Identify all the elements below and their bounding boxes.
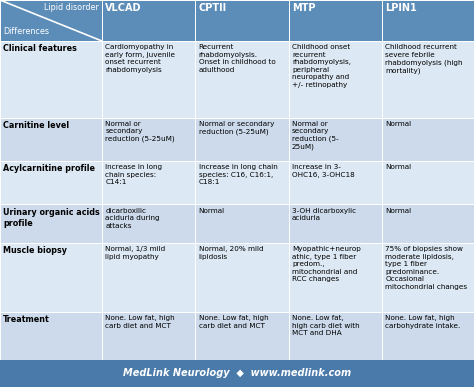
Text: Recurrent
rhabdomyolysis.
Onset in childhood to
adulthood: Recurrent rhabdomyolysis. Onset in child… [199, 44, 275, 73]
Text: dicarboxilic
aciduria during
attacks: dicarboxilic aciduria during attacks [105, 207, 160, 229]
Bar [382, 118, 474, 161]
Bar [102, 118, 195, 161]
Text: Cardiomyopathy in
early form, juvenile
onset recurrent
rhabdomyolysis: Cardiomyopathy in early form, juvenile o… [105, 44, 175, 73]
Bar [0, 312, 102, 360]
Bar [289, 41, 382, 118]
Text: Normal: Normal [385, 164, 411, 170]
Text: 75% of biopsies show
moderate lipidosis,
type 1 fiber
predominance.
Occasional
m: 75% of biopsies show moderate lipidosis,… [385, 246, 467, 290]
Bar [195, 118, 289, 161]
Text: Lipid disorder: Lipid disorder [44, 3, 99, 12]
Text: Normal: Normal [199, 207, 225, 214]
Text: None. Low fat, high
carb diet and MCT: None. Low fat, high carb diet and MCT [105, 315, 175, 329]
Text: Myopathic+neurop
athic, type 1 fiber
predom.,
mitochondrial and
RCC changes: Myopathic+neurop athic, type 1 fiber pre… [292, 246, 361, 282]
Text: Increase in 3-
OHC16, 3-OHC18: Increase in 3- OHC16, 3-OHC18 [292, 164, 355, 178]
Text: Normal or
secondary
reduction (5-25uM): Normal or secondary reduction (5-25uM) [105, 121, 175, 142]
Text: Childhood recurrent
severe febrile
rhabdomyolysis (high
mortality): Childhood recurrent severe febrile rhabd… [385, 44, 463, 74]
Bar [195, 161, 289, 204]
Bar [102, 243, 195, 312]
Text: VLCAD: VLCAD [105, 3, 142, 13]
Bar [102, 204, 195, 243]
Text: None. Low fat,
high carb diet with
MCT and DHA: None. Low fat, high carb diet with MCT a… [292, 315, 360, 336]
Bar [382, 161, 474, 204]
Bar [195, 243, 289, 312]
Bar [102, 161, 195, 204]
Text: None. Low fat, high
carbohydrate intake.: None. Low fat, high carbohydrate intake. [385, 315, 461, 329]
Bar [289, 204, 382, 243]
Text: Increase in long
chain species:
C14:1: Increase in long chain species: C14:1 [105, 164, 163, 185]
Text: Normal or secondary
reduction (5-25uM): Normal or secondary reduction (5-25uM) [199, 121, 274, 135]
Bar [195, 312, 289, 360]
Text: Differences: Differences [3, 27, 49, 36]
Bar [0, 243, 102, 312]
Bar [0, 118, 102, 161]
Bar [102, 312, 195, 360]
Bar [102, 41, 195, 118]
Bar [195, 0, 289, 41]
Bar [382, 41, 474, 118]
Bar [0, 41, 102, 118]
Text: 3-OH dicarboxylic
aciduria: 3-OH dicarboxylic aciduria [292, 207, 356, 221]
Text: Normal: Normal [385, 121, 411, 127]
Bar [382, 0, 474, 41]
Bar [289, 118, 382, 161]
Bar [0, 161, 102, 204]
Bar [289, 312, 382, 360]
Text: Normal, 20% mild
lipidosis: Normal, 20% mild lipidosis [199, 246, 263, 260]
Bar [195, 41, 289, 118]
Bar [289, 0, 382, 41]
Text: Normal, 1/3 mild
lipid myopathy: Normal, 1/3 mild lipid myopathy [105, 246, 165, 260]
Text: Acylcarnitine profile: Acylcarnitine profile [3, 164, 95, 173]
Bar [289, 161, 382, 204]
Text: Urinary organic acids
profile: Urinary organic acids profile [3, 207, 100, 228]
Text: Carnitine level: Carnitine level [3, 121, 70, 130]
Bar [289, 243, 382, 312]
Text: Clinical features: Clinical features [3, 44, 77, 53]
Text: None. Low fat, high
carb diet and MCT: None. Low fat, high carb diet and MCT [199, 315, 268, 329]
Bar [382, 204, 474, 243]
Text: Normal or
secondary
reduction (5-
25uM): Normal or secondary reduction (5- 25uM) [292, 121, 339, 151]
Bar [382, 312, 474, 360]
Bar [102, 0, 195, 41]
Bar [0, 360, 474, 387]
Text: Muscle biopsy: Muscle biopsy [3, 246, 67, 255]
Text: Treatment: Treatment [3, 315, 50, 324]
Text: Childhood onset
recurrent
rhabdomyolysis,
peripheral
neuropathy and
+/- retinopa: Childhood onset recurrent rhabdomyolysis… [292, 44, 351, 87]
Text: Increase in long chain
species: C16, C16:1,
C18:1: Increase in long chain species: C16, C16… [199, 164, 277, 185]
Text: LPIN1: LPIN1 [385, 3, 417, 13]
Bar [382, 243, 474, 312]
Bar [0, 204, 102, 243]
Bar [195, 204, 289, 243]
Text: Normal: Normal [385, 207, 411, 214]
Text: CPTII: CPTII [199, 3, 227, 13]
Text: MedLink Neurology  ◆  www.medlink.com: MedLink Neurology ◆ www.medlink.com [123, 368, 351, 378]
Text: MTP: MTP [292, 3, 316, 13]
Bar [0, 0, 102, 41]
